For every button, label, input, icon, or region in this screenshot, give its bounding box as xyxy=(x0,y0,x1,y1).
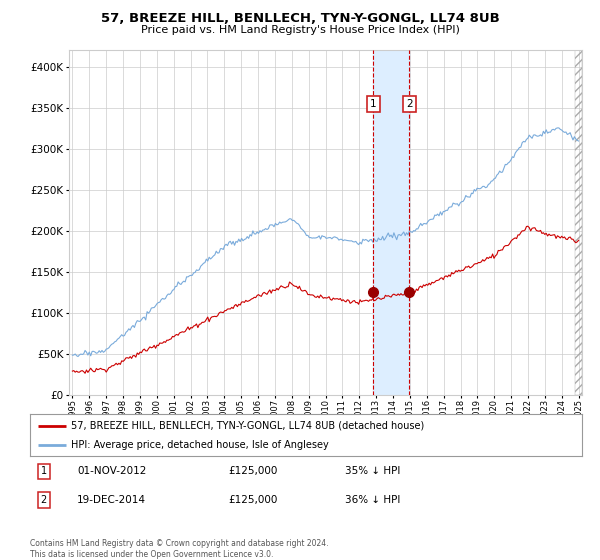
Text: 1: 1 xyxy=(370,99,377,109)
Text: 2: 2 xyxy=(41,495,47,505)
Text: 36% ↓ HPI: 36% ↓ HPI xyxy=(344,495,400,505)
Text: £125,000: £125,000 xyxy=(229,495,278,505)
Text: 35% ↓ HPI: 35% ↓ HPI xyxy=(344,466,400,477)
Text: 57, BREEZE HILL, BENLLECH, TYN-Y-GONGL, LL74 8UB: 57, BREEZE HILL, BENLLECH, TYN-Y-GONGL, … xyxy=(101,12,499,25)
Text: HPI: Average price, detached house, Isle of Anglesey: HPI: Average price, detached house, Isle… xyxy=(71,440,329,450)
Text: 57, BREEZE HILL, BENLLECH, TYN-Y-GONGL, LL74 8UB (detached house): 57, BREEZE HILL, BENLLECH, TYN-Y-GONGL, … xyxy=(71,421,425,431)
Bar xyxy=(373,50,409,395)
Text: 2: 2 xyxy=(406,99,413,109)
Text: £125,000: £125,000 xyxy=(229,466,278,477)
Text: 1: 1 xyxy=(41,466,47,477)
Text: 19-DEC-2014: 19-DEC-2014 xyxy=(77,495,146,505)
Text: 01-NOV-2012: 01-NOV-2012 xyxy=(77,466,146,477)
Text: Contains HM Land Registry data © Crown copyright and database right 2024.
This d: Contains HM Land Registry data © Crown c… xyxy=(30,539,329,559)
Text: Price paid vs. HM Land Registry's House Price Index (HPI): Price paid vs. HM Land Registry's House … xyxy=(140,25,460,35)
